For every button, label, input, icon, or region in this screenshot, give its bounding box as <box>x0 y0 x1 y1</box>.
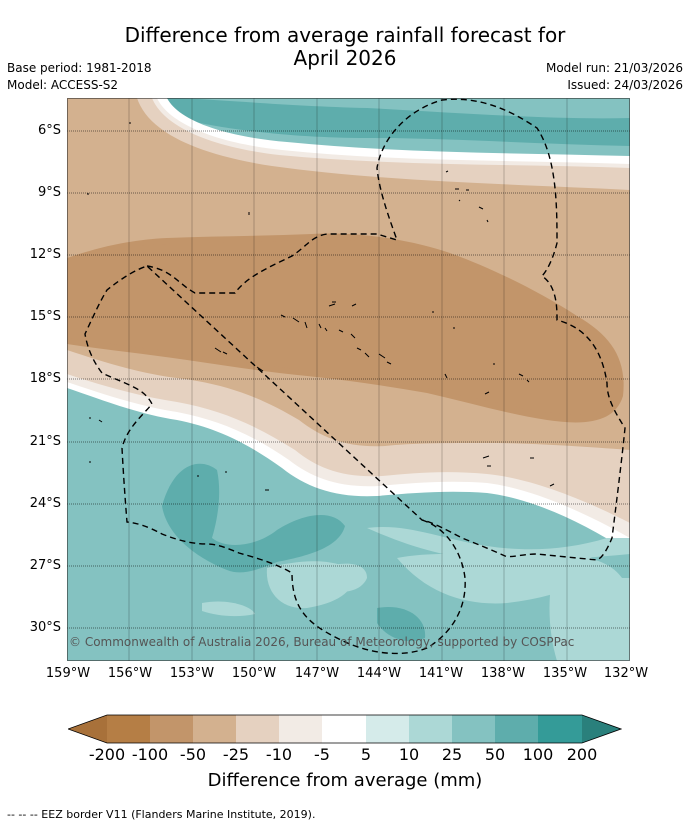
lat-label-6s: 6°S <box>37 123 61 138</box>
lon-label-153w: 153°W <box>169 666 215 681</box>
colorbar-label-neg10: -10 <box>265 745 293 764</box>
issued-date: Issued: 24/03/2026 <box>567 78 683 92</box>
colorbar-label-neg5: -5 <box>314 745 330 764</box>
title-line-1: Difference from average rainfall forecas… <box>124 23 566 47</box>
colorbar-label-10: 10 <box>398 745 420 764</box>
colorbar-label-200: 200 <box>566 745 598 764</box>
lon-label-135w: 135°W <box>542 666 588 681</box>
south-light-band-10-25 <box>367 527 630 561</box>
south-band-west <box>67 457 134 578</box>
colorbar-max-arrow <box>582 715 621 743</box>
lon-label-150w: 150°W <box>231 666 277 681</box>
colorbar-label-neg100: -100 <box>131 745 169 764</box>
base-period: Base period: 1981-2018 <box>7 61 152 75</box>
colorbar-swatch-7 <box>366 715 409 743</box>
colorbar-label-neg200: -200 <box>88 745 126 764</box>
lon-label-159w: 159°W <box>45 666 91 681</box>
south-light-band-mid <box>397 553 597 604</box>
lon-grid <box>128 98 568 661</box>
model-run: Model run: 21/03/2026 <box>545 61 683 75</box>
lon-label-132w: 132°W <box>603 666 649 681</box>
map-title: Difference from average rainfall forecas… <box>0 24 690 70</box>
colorbar-swatch-10 <box>495 715 538 743</box>
colorbar-label-neg25: -25 <box>222 745 250 764</box>
colorbar-label-neg50: -50 <box>179 745 207 764</box>
north-wet-band-25-50 <box>177 98 630 119</box>
colorbar-swatch-6 <box>322 715 366 743</box>
lat-label-30s: 30°S <box>29 620 61 635</box>
core-dry-band-inner <box>67 239 616 415</box>
south-light-patch-2 <box>319 563 367 592</box>
eez-legend-note: -- -- -- EEZ border V11 (Flanders Marine… <box>7 808 316 821</box>
colorbar-swatch-8 <box>409 715 452 743</box>
islands <box>87 122 555 491</box>
colorbar-swatch-2 <box>150 715 193 743</box>
colorbar-swatch-4 <box>236 715 279 743</box>
colorbar-label-25: 25 <box>441 745 463 764</box>
colorbar-label-5: 5 <box>360 745 372 764</box>
meta-right: Model run: 21/03/2026 Issued: 24/03/2026 <box>546 60 683 94</box>
rainfall-anomaly-map: © Commonwealth of Australia 2026, Bureau… <box>67 98 630 661</box>
lon-label-138w: 138°W <box>480 666 526 681</box>
lat-label-9s: 9°S <box>37 185 61 200</box>
colorbar-swatch-11 <box>538 715 582 743</box>
meta-left: Base period: 1981-2018 Model: ACCESS-S2 <box>7 60 152 94</box>
eez-border <box>84 98 626 655</box>
title-line-2: April 2026 <box>293 46 397 70</box>
model-name: Model: ACCESS-S2 <box>7 78 119 92</box>
south-wet-patch-2 <box>377 607 426 642</box>
south-light-patch-3 <box>202 601 255 617</box>
lat-label-27s: 27°S <box>29 558 61 573</box>
colorbar-swatch-3 <box>193 715 236 743</box>
lat-label-12s: 12°S <box>29 247 61 262</box>
lat-label-21s: 21°S <box>29 434 61 449</box>
lon-label-141w: 141°W <box>418 666 464 681</box>
lat-label-24s: 24°S <box>29 496 61 511</box>
map-frame <box>67 98 630 661</box>
colorbar-swatch-9 <box>452 715 495 743</box>
lon-label-144w: 144°W <box>356 666 402 681</box>
lon-label-147w: 147°W <box>294 666 340 681</box>
south-wet-patch-50-100 <box>162 463 345 573</box>
colorbar <box>68 714 622 744</box>
colorbar-label-50: 50 <box>484 745 506 764</box>
colorbar-label-100: 100 <box>522 745 554 764</box>
lat-label-18s: 18°S <box>29 371 61 386</box>
colorbar-min-arrow <box>68 715 107 743</box>
colorbar-swatch-5 <box>279 715 322 743</box>
colorbar-outline <box>68 714 622 744</box>
colorbar-swatch-1 <box>107 715 150 743</box>
lat-label-15s: 15°S <box>29 309 61 324</box>
map-copyright: © Commonwealth of Australia 2026, Bureau… <box>69 635 574 649</box>
colorbar-title: Difference from average (mm) <box>207 770 483 791</box>
lon-label-156w: 156°W <box>107 666 153 681</box>
